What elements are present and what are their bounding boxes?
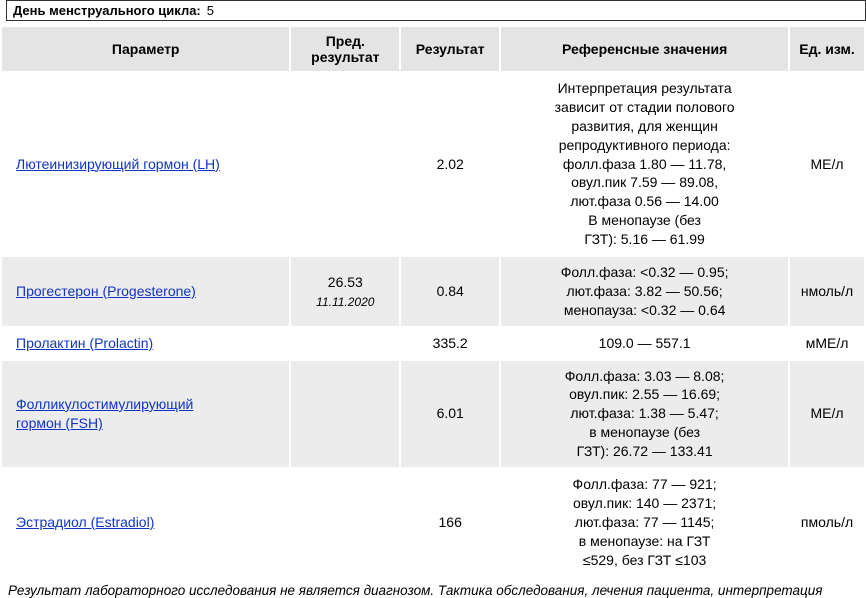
param-link[interactable]: Прогестерон (Progesterone) [16, 283, 196, 299]
param-link[interactable]: Лютеинизирующий гормон (LH) [16, 156, 220, 172]
cycle-day-label: День менструального цикла: [13, 3, 201, 18]
cell-result: 6.01 [400, 360, 500, 468]
cell-prev-result [290, 327, 400, 360]
col-header-prev: Пред. результат [290, 26, 400, 72]
results-table: Параметр Пред. результат Результат Рефер… [0, 25, 866, 577]
param-link[interactable]: Эстрадиол (Estradiol) [16, 514, 154, 530]
cell-param: Прогестерон (Progesterone) [1, 256, 290, 327]
cell-unit: нмоль/л [789, 256, 865, 327]
table-row: Пролактин (Prolactin) 335.2109.0 — 557.1м… [1, 327, 865, 360]
cell-prev-result [290, 468, 400, 576]
cell-result: 335.2 [400, 327, 500, 360]
cell-result: 2.02 [400, 72, 500, 256]
cell-param: Пролактин (Prolactin) [1, 327, 290, 360]
table-body: Лютеинизирующий гормон (LH) 2.02Интерпрет… [1, 72, 865, 576]
param-link[interactable]: Пролактин (Prolactin) [16, 335, 153, 351]
cell-result: 0.84 [400, 256, 500, 327]
cell-reference: Фолл.фаза: 77 — 921; овул.пик: 140 — 237… [500, 468, 789, 576]
param-link[interactable]: Фолликулостимулирующий гормон (FSH) [16, 396, 193, 431]
cell-prev-result: 26.53 11.11.2020 [290, 256, 400, 327]
cell-prev-result [290, 360, 400, 468]
cell-unit: мМЕ/л [789, 327, 865, 360]
table-row: Прогестерон (Progesterone) 26.53 11.11.202… [1, 256, 865, 327]
cycle-day-value: 5 [207, 3, 214, 18]
cell-result: 166 [400, 468, 500, 576]
cell-unit: МЕ/л [789, 72, 865, 256]
cell-reference: Фолл.фаза: <0.32 — 0.95; лют.фаза: 3.82 … [500, 256, 789, 327]
table-row: Фолликулостимулирующий гормон (FSH) 6.01Ф… [1, 360, 865, 468]
footnote: Результат лабораторного исследования не … [0, 577, 866, 598]
cell-reference: Интерпретация результата зависит от стад… [500, 72, 789, 256]
cell-reference: 109.0 — 557.1 [500, 327, 789, 360]
cell-param: Фолликулостимулирующий гормон (FSH) [1, 360, 290, 468]
table-row: Эстрадиол (Estradiol) 166Фолл.фаза: 77 — … [1, 468, 865, 576]
table-header-row: Параметр Пред. результат Результат Рефер… [1, 26, 865, 72]
col-header-result: Результат [400, 26, 500, 72]
col-header-ref: Референсные значения [500, 26, 789, 72]
cell-param: Лютеинизирующий гормон (LH) [1, 72, 290, 256]
cell-unit: МЕ/л [789, 360, 865, 468]
table-row: Лютеинизирующий гормон (LH) 2.02Интерпрет… [1, 72, 865, 256]
prev-value: 26.53 [299, 273, 391, 292]
prev-date: 11.11.2020 [299, 294, 391, 310]
col-header-unit: Ед. изм. [789, 26, 865, 72]
cell-param: Эстрадиол (Estradiol) [1, 468, 290, 576]
cell-unit: пмоль/л [789, 468, 865, 576]
cell-prev-result [290, 72, 400, 256]
cycle-day-row: День менструального цикла: 5 [6, 0, 866, 21]
cell-reference: Фолл.фаза: 3.03 — 8.08; овул.пик: 2.55 —… [500, 360, 789, 468]
col-header-param: Параметр [1, 26, 290, 72]
